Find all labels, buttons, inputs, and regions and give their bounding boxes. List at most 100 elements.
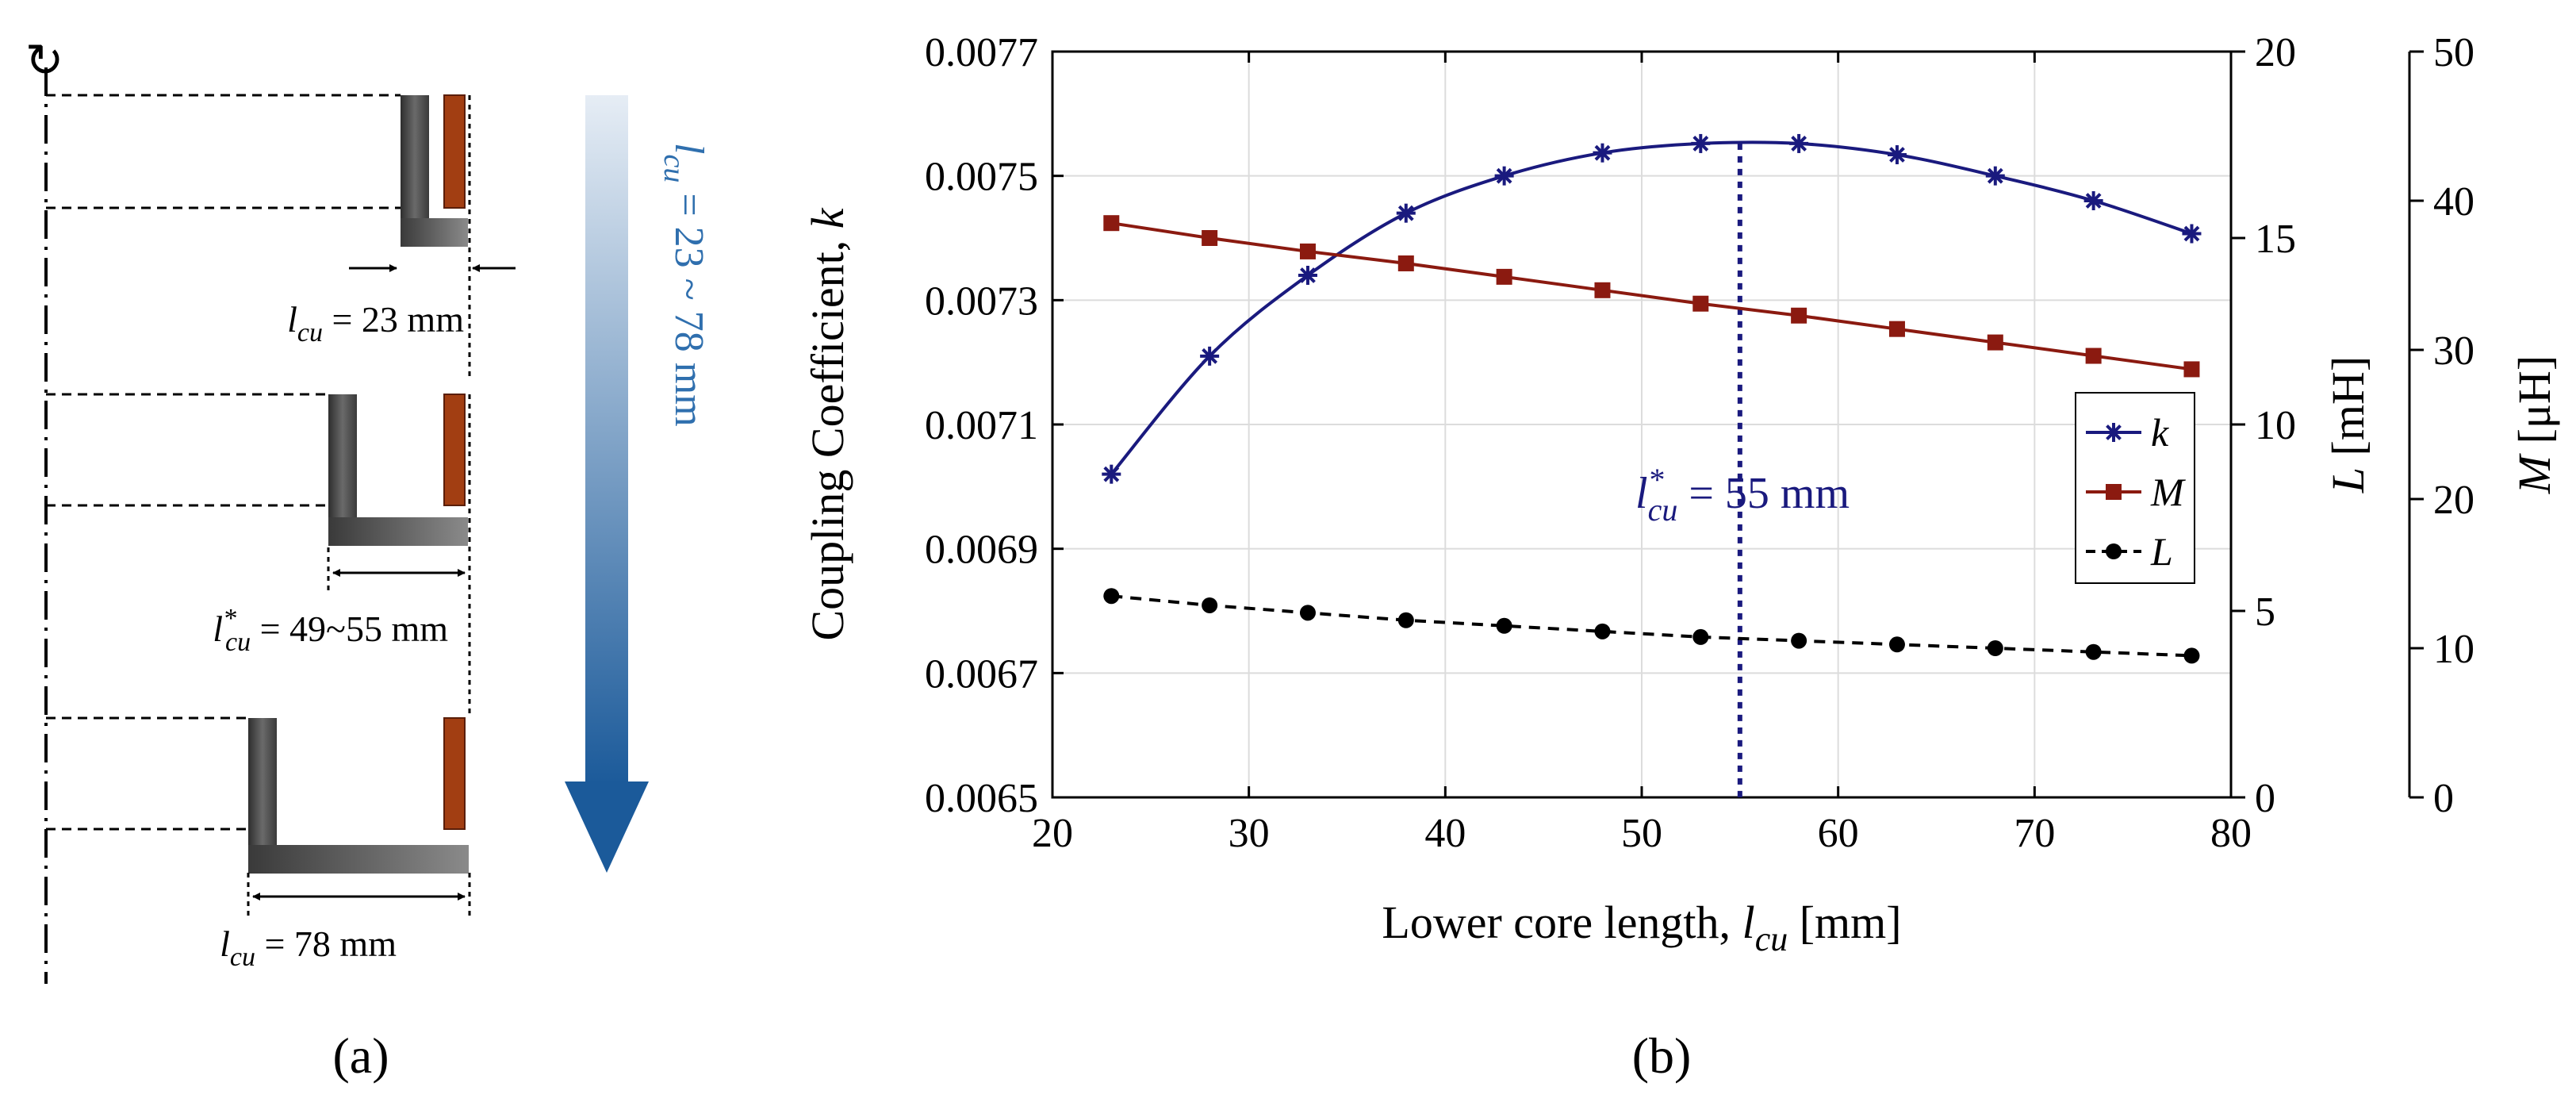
marker-stroke <box>1397 205 1414 221</box>
y-tick-label-right: 0 <box>2255 776 2275 821</box>
marker-stroke <box>1791 136 1807 152</box>
y-tick-label-M: 40 <box>2433 179 2474 225</box>
core-horizontal <box>401 218 468 247</box>
core-horizontal <box>328 517 468 546</box>
marker-square <box>1692 295 1709 312</box>
marker-circle <box>2085 643 2102 660</box>
marker-circle <box>1496 617 1512 634</box>
marker-square <box>1103 215 1120 232</box>
left-axis: 0.0065 0.0067 0.0069 0.0071 0.0073 0.0075 0.00… <box>925 30 1064 821</box>
panel-a: ↻ lcu = 23 mm l* cu = 49~ <box>25 33 711 1084</box>
series-L <box>1103 588 2200 664</box>
x-tick-label: 30 <box>1229 811 1270 856</box>
marker-asterisk <box>1298 266 1317 285</box>
marker-asterisk <box>1985 166 2005 186</box>
case-label: lcu = 23 mm <box>287 299 464 348</box>
x-tick-label: 70 <box>2014 811 2055 856</box>
x-tick-label: 20 <box>1032 811 1073 856</box>
right-axis-M-title: M [μH] <box>2509 355 2560 494</box>
y-tick-label: 0.0067 <box>925 651 1038 697</box>
marker-circle <box>1594 623 1611 639</box>
marker-asterisk <box>2083 191 2103 210</box>
marker-square <box>2183 361 2200 378</box>
sweep-label: lcu = 23 ~ 78 mm <box>657 143 711 427</box>
core-case-23: lcu = 23 mm <box>46 94 516 381</box>
marker-circle <box>2106 543 2122 559</box>
marker-square <box>1202 230 1218 246</box>
marker-circle <box>1692 628 1709 645</box>
series-line-M <box>1110 221 2192 371</box>
marker-stroke <box>1987 167 2003 184</box>
marker-circle <box>1397 612 1414 628</box>
right-axis-L-title: L [mH] <box>2322 356 2374 493</box>
core-horizontal <box>248 845 469 874</box>
series-M <box>1103 215 2200 378</box>
marker-circle <box>2183 647 2200 664</box>
marker-asterisk <box>1691 133 1711 153</box>
marker-asterisk <box>1102 464 1121 484</box>
marker-asterisk <box>1200 346 1220 366</box>
marker-circle <box>1888 636 1905 653</box>
marker-circle <box>1202 597 1218 613</box>
core-case-78: lcu = 78 mm <box>46 716 471 972</box>
y-tick-label-right: 15 <box>2255 217 2296 262</box>
marker-stroke <box>1202 348 1218 364</box>
marker-asterisk <box>1789 133 1809 153</box>
y-tick-label-right: 5 <box>2255 589 2275 635</box>
series-layer <box>1102 133 2202 664</box>
grid <box>1052 51 2232 798</box>
marker-asterisk <box>2104 423 2123 442</box>
marker-stroke <box>1496 167 1512 184</box>
marker-circle <box>1987 640 2003 656</box>
y-tick-label: 0.0077 <box>925 30 1038 75</box>
left-axis-title: Coupling Coefficient, k <box>802 207 853 640</box>
marker-stroke <box>1103 466 1120 482</box>
y-tick-label: 0.0065 <box>925 776 1038 821</box>
y-tick-label-right: 10 <box>2255 403 2296 448</box>
marker-stroke <box>1692 136 1709 152</box>
marker-stroke <box>1594 144 1611 161</box>
marker-circle <box>1791 632 1807 649</box>
optimum-annotation: l* cu = 55 mm <box>1635 462 1850 528</box>
marker-stroke <box>2183 225 2200 242</box>
y-tick-label-M: 0 <box>2433 776 2454 821</box>
series-k <box>1102 133 2202 484</box>
y-tick-label-M: 50 <box>2433 30 2474 75</box>
right-axis-L: 0 5 10 15 20 <box>2231 30 2296 821</box>
panel-label-b: (b) <box>1632 1027 1692 1084</box>
legend: kML <box>2075 392 2195 584</box>
marker-asterisk <box>1887 145 1907 165</box>
core-case-49-55: l* cu = 49~55 mm <box>46 393 471 714</box>
y-tick-label: 0.0069 <box>925 528 1038 573</box>
marker-square <box>1888 321 1905 337</box>
marker-asterisk <box>1593 143 1612 163</box>
case-label: l* cu = 49~55 mm <box>213 604 448 657</box>
y-tick-label: 0.0071 <box>925 403 1038 448</box>
marker-square <box>2106 484 2122 500</box>
marker-square <box>1299 243 1316 259</box>
legend-label-k: k <box>2151 410 2169 455</box>
y-tick-label-right: 20 <box>2255 30 2296 75</box>
sweep-arrow: lcu = 23 ~ 78 mm <box>565 95 711 873</box>
panel-b: 20 30 40 50 60 70 80 0.00650.00670.00690.00710… <box>802 30 2560 1084</box>
right-axis-M: 0 10 20 30 40 50 <box>2408 30 2474 821</box>
x-tick-label: 50 <box>1621 811 1662 856</box>
y-tick-label: 0.0073 <box>925 278 1038 324</box>
x-tick-label: 80 <box>2210 811 2252 856</box>
marker-square <box>1987 334 2003 351</box>
y-tick-label-M: 30 <box>2433 328 2474 374</box>
x-tick-label: 60 <box>1818 811 1859 856</box>
x-axis-title: Lower core length, lcu [mm] <box>1382 897 1901 958</box>
coil <box>443 94 466 209</box>
legend-label-M: M <box>2150 470 2186 514</box>
marker-square <box>1496 268 1512 285</box>
series-line-L <box>1111 594 2192 658</box>
marker-asterisk <box>1396 203 1416 223</box>
coil <box>443 394 466 506</box>
marker-stroke <box>2106 424 2122 440</box>
x-tick-label: 40 <box>1424 811 1466 856</box>
y-tick-label-M: 10 <box>2433 627 2474 672</box>
marker-circle <box>1103 588 1120 605</box>
rotation-icon: ↻ <box>25 33 64 87</box>
